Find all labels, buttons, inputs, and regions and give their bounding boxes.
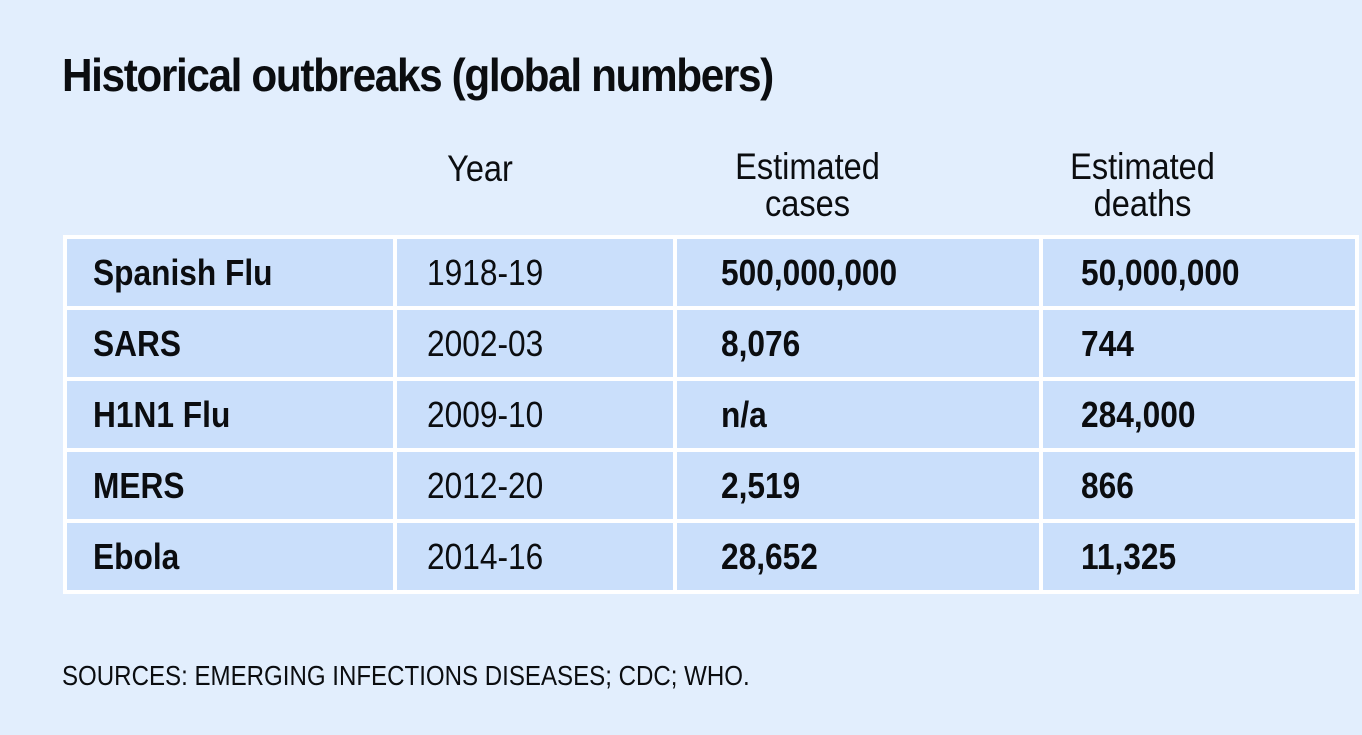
cell-text: 1918-19 <box>427 251 544 293</box>
table-row: MERS 2012-20 2,519 866 <box>63 448 1359 523</box>
cell-cases: 500,000,000 <box>673 235 1043 310</box>
header-cases-line1: Estimated <box>735 146 880 187</box>
cell-cases: 28,652 <box>673 519 1043 594</box>
header-deaths-line2: deaths <box>1093 183 1192 224</box>
cell-deaths: 744 <box>1039 306 1359 381</box>
header-year: Year <box>447 148 513 189</box>
cell-text: Spanish Flu <box>93 251 273 293</box>
cell-name: H1N1 Flu <box>63 377 397 452</box>
header-cases-line2: cases <box>764 183 851 224</box>
cell-text: MERS <box>93 464 185 506</box>
cell-year: 2002-03 <box>393 306 677 381</box>
table-row: SARS 2002-03 8,076 744 <box>63 306 1359 381</box>
cell-deaths: 284,000 <box>1039 377 1359 452</box>
cell-text: 500,000,000 <box>721 251 898 293</box>
cell-text: 2,519 <box>721 464 801 506</box>
cell-text: 2014-16 <box>427 535 544 577</box>
header-cases: Estimated cases <box>704 148 911 222</box>
cell-deaths: 50,000,000 <box>1039 235 1359 310</box>
cell-text: 2002-03 <box>427 322 544 364</box>
cell-year: 2014-16 <box>393 519 677 594</box>
outbreaks-table: Spanish Flu 1918-19 500,000,000 50,000,000 S… <box>63 235 1359 594</box>
cell-year: 2009-10 <box>393 377 677 452</box>
cell-text: H1N1 Flu <box>93 393 231 435</box>
header-deaths: Estimated deaths <box>1039 148 1246 222</box>
cell-name: MERS <box>63 448 397 523</box>
cell-cases: 2,519 <box>673 448 1043 523</box>
cell-text: SARS <box>93 322 182 364</box>
cell-deaths: 11,325 <box>1039 519 1359 594</box>
cell-year: 1918-19 <box>393 235 677 310</box>
cell-text: 50,000,000 <box>1081 251 1240 293</box>
cell-text: 28,652 <box>721 535 818 577</box>
cell-year: 2012-20 <box>393 448 677 523</box>
source-note: SOURCES: EMERGING INFECTIONS DISEASES; C… <box>62 660 750 691</box>
cell-text: 866 <box>1081 464 1134 506</box>
cell-deaths: 866 <box>1039 448 1359 523</box>
cell-text: n/a <box>721 393 767 435</box>
header-deaths-line1: Estimated <box>1070 146 1215 187</box>
cell-text: 2009-10 <box>427 393 544 435</box>
cell-text: 8,076 <box>721 322 801 364</box>
cell-text: 284,000 <box>1081 393 1196 435</box>
cell-text: 2012-20 <box>427 464 544 506</box>
table-row: Ebola 2014-16 28,652 11,325 <box>63 519 1359 594</box>
table-row: Spanish Flu 1918-19 500,000,000 50,000,000 <box>63 235 1359 310</box>
chart-title: Historical outbreaks (global numbers) <box>62 49 774 101</box>
cell-text: Ebola <box>93 535 180 577</box>
cell-name: SARS <box>63 306 397 381</box>
cell-cases: n/a <box>673 377 1043 452</box>
cell-name: Spanish Flu <box>63 235 397 310</box>
cell-text: 11,325 <box>1081 535 1177 577</box>
cell-name: Ebola <box>63 519 397 594</box>
cell-text: 744 <box>1081 322 1134 364</box>
cell-cases: 8,076 <box>673 306 1043 381</box>
table-row: H1N1 Flu 2009-10 n/a 284,000 <box>63 377 1359 452</box>
